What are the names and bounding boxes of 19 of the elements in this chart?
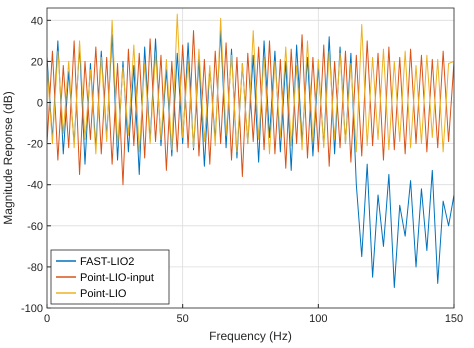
legend-label: Point-LIO [80,288,127,300]
y-tick-label: -40 [27,180,43,192]
legend-label: Point-LIO-input [80,272,154,284]
x-tick-label: 100 [309,313,328,325]
y-axis-title: Magnitude Reponse (dB) [1,91,15,225]
x-tick-label: 50 [176,313,189,325]
x-tick-label: 0 [44,313,50,325]
y-tick-label: -100 [20,303,43,315]
y-tick-label: -20 [27,138,43,151]
legend-label: FAST-LIO2 [80,256,134,268]
y-tick-label: 0 [36,98,43,110]
y-tick-label: 40 [30,15,43,28]
y-tick-label: -60 [27,220,43,233]
y-tick-label: -80 [27,262,43,274]
line-series [47,14,454,154]
x-tick-label: 150 [444,313,464,325]
line-series [47,30,454,186]
x-axis-title: Frequency (Hz) [209,329,292,343]
y-tick-label: 20 [30,56,43,68]
